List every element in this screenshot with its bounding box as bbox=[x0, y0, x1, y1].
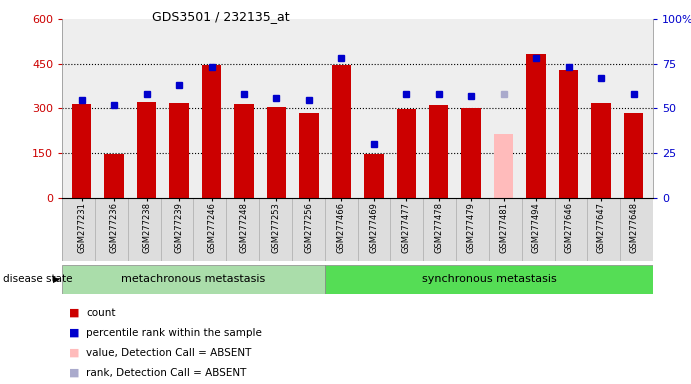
Bar bbox=[332, 65, 351, 198]
Text: percentile rank within the sample: percentile rank within the sample bbox=[86, 328, 263, 338]
Bar bbox=[325, 265, 653, 294]
Bar bbox=[169, 103, 189, 198]
Bar bbox=[267, 107, 286, 198]
Text: value, Detection Call = ABSENT: value, Detection Call = ABSENT bbox=[86, 348, 252, 358]
Text: ■: ■ bbox=[69, 348, 79, 358]
Bar bbox=[299, 113, 319, 198]
Text: count: count bbox=[86, 308, 116, 318]
Bar bbox=[202, 65, 221, 198]
Bar bbox=[494, 134, 513, 198]
Bar bbox=[137, 102, 156, 198]
Bar bbox=[72, 104, 91, 198]
Bar bbox=[429, 104, 448, 198]
Text: metachronous metastasis: metachronous metastasis bbox=[122, 274, 265, 285]
Bar bbox=[234, 104, 254, 198]
Text: disease state: disease state bbox=[3, 274, 73, 285]
Bar bbox=[364, 154, 384, 198]
Bar bbox=[527, 54, 546, 198]
Text: GDS3501 / 232135_at: GDS3501 / 232135_at bbox=[152, 10, 290, 23]
Bar bbox=[591, 103, 611, 198]
Bar bbox=[397, 109, 416, 198]
Text: ■: ■ bbox=[69, 308, 79, 318]
Text: ■: ■ bbox=[69, 368, 79, 378]
Text: ▶: ▶ bbox=[53, 275, 60, 284]
Text: ■: ■ bbox=[69, 328, 79, 338]
Text: synchronous metastasis: synchronous metastasis bbox=[422, 274, 556, 285]
Text: rank, Detection Call = ABSENT: rank, Detection Call = ABSENT bbox=[86, 368, 247, 378]
Bar bbox=[559, 70, 578, 198]
Bar bbox=[62, 265, 325, 294]
Bar bbox=[624, 113, 643, 198]
Bar bbox=[104, 154, 124, 198]
Bar bbox=[462, 108, 481, 198]
